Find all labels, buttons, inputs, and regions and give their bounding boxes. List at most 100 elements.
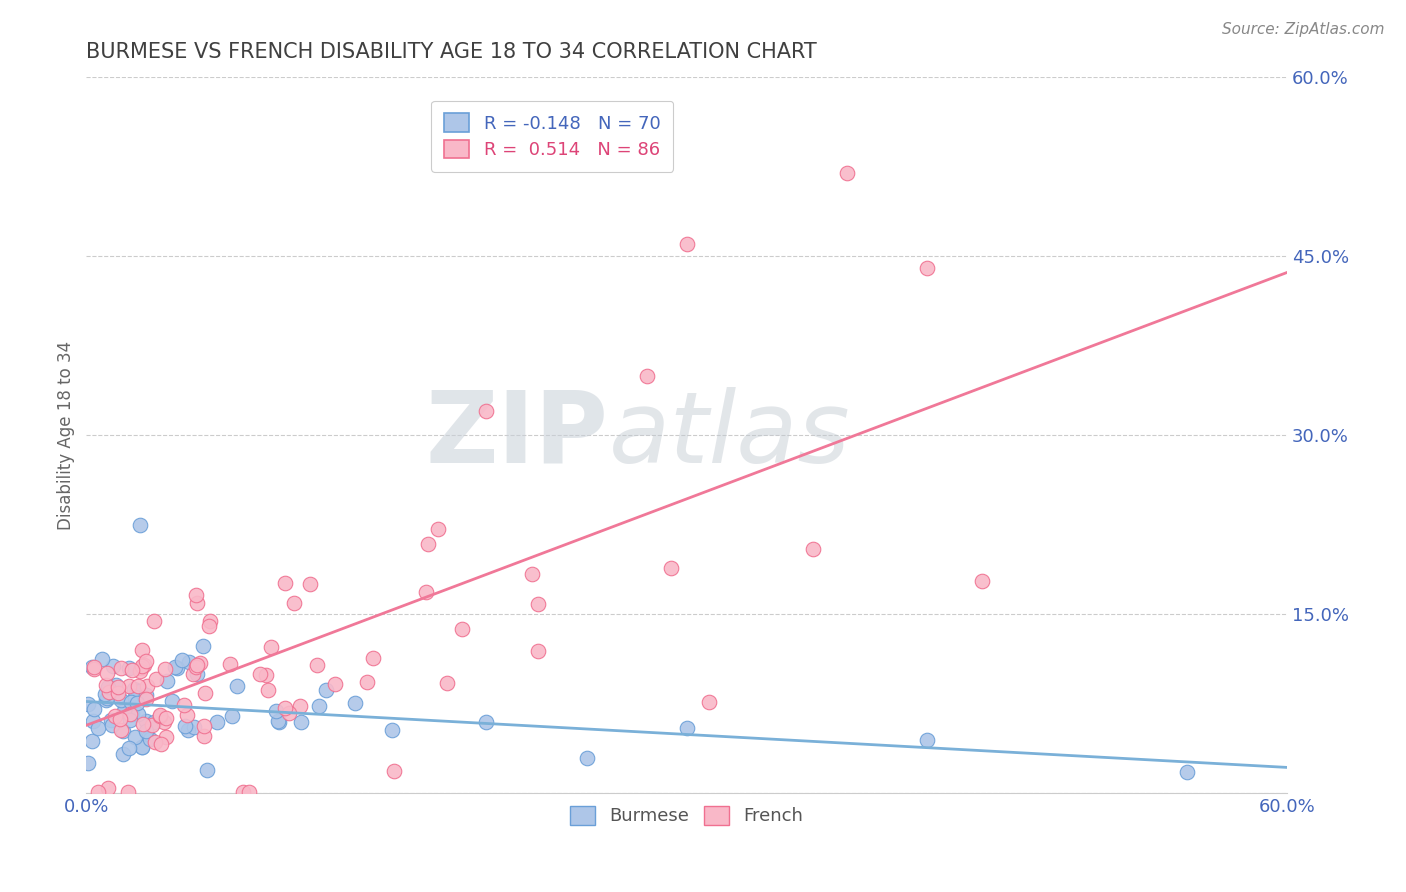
Point [136,679,159,693]
Point [527,597,550,611]
Point [110,692,132,706]
Point [121,663,143,677]
Point [103,658,125,673]
Point [177,723,200,737]
Point [194,686,217,700]
Point [166,661,188,675]
Point [415,584,437,599]
Point [87,721,110,735]
Point [117,785,139,799]
Point [675,237,697,252]
Point [80,660,103,674]
Point [118,679,141,693]
Point [83,662,105,676]
Point [193,639,215,653]
Point [264,704,287,718]
Point [118,707,141,722]
Point [273,701,295,715]
Point [183,720,205,734]
Point [129,664,152,678]
Point [87,785,110,799]
Point [156,673,179,688]
Point [972,574,994,589]
Point [290,714,312,729]
Point [176,708,198,723]
Point [277,706,299,720]
Point [186,667,208,681]
Point [120,695,142,709]
Point [110,723,132,737]
Point [219,657,242,671]
Point [82,714,104,728]
Point [143,714,166,729]
Point [105,678,128,692]
Point [97,680,120,694]
Point [135,688,157,702]
Point [193,729,215,743]
Text: BURMESE VS FRENCH DISABILITY AGE 18 TO 34 CORRELATION CHART: BURMESE VS FRENCH DISABILITY AGE 18 TO 3… [86,42,817,62]
Point [221,708,243,723]
Point [143,614,166,628]
Point [120,713,142,727]
Point [426,522,449,536]
Point [111,723,134,738]
Point [131,739,153,754]
Point [915,732,938,747]
Point [110,661,132,675]
Point [308,698,330,713]
Point [135,723,157,738]
Point [356,674,378,689]
Point [325,677,347,691]
Point [132,717,155,731]
Point [124,730,146,744]
Point [129,517,152,532]
Point [163,660,186,674]
Point [575,750,598,764]
Point [186,596,208,610]
Point [127,679,149,693]
Point [118,661,141,675]
Point [131,658,153,673]
Point [193,719,215,733]
Point [112,747,135,761]
Point [475,714,498,729]
Point [238,785,260,799]
Point [139,732,162,747]
Point [153,662,176,676]
Point [83,660,105,674]
Point [135,692,157,706]
Point [450,622,472,636]
Point [835,166,858,180]
Point [98,685,121,699]
Point [197,619,219,633]
Point [436,676,458,690]
Point [77,756,100,770]
Point [141,718,163,732]
Point [121,707,143,722]
Point [155,711,177,725]
Point [170,653,193,667]
Point [475,404,498,418]
Point [127,706,149,721]
Point [527,643,550,657]
Point [107,686,129,700]
Point [143,734,166,748]
Point [149,737,172,751]
Point [205,715,228,730]
Point [184,588,207,602]
Point [155,730,177,744]
Point [801,542,824,557]
Point [915,261,938,276]
Point [118,740,141,755]
Point [94,693,117,707]
Point [522,567,544,582]
Point [307,658,329,673]
Point [132,657,155,672]
Point [97,780,120,795]
Point [343,696,366,710]
Point [274,575,297,590]
Point [107,680,129,694]
Point [125,684,148,698]
Point [149,708,172,723]
Point [197,764,219,778]
